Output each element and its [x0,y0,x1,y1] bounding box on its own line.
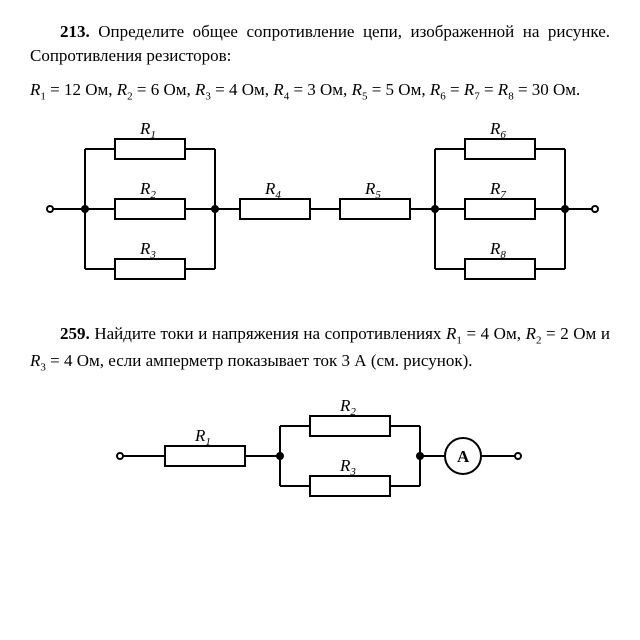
svg-text:R4: R4 [264,179,281,201]
svg-text:R2: R2 [139,179,156,201]
problem-number-213: 213. [60,22,90,41]
svg-text:R5: R5 [364,179,381,201]
svg-text:A: A [457,447,470,466]
svg-text:R1: R1 [139,119,156,141]
svg-text:R8: R8 [489,239,506,261]
problem-213-body: Определите общее сопротивление цепи, изо… [30,22,610,65]
svg-text:R3: R3 [139,239,156,261]
circuit-diagram-213: R1 R2 R3 R4 R5 R6 R7 R8 [40,114,600,304]
svg-text:R3: R3 [339,456,356,478]
problem-number-259: 259. [60,324,90,343]
svg-text:R1: R1 [194,426,211,448]
svg-text:R7: R7 [489,179,506,201]
circuit-diagram-259: R1 R2 R3 A [110,386,530,516]
problem-213-values: R1 = 12 Ом, R2 = 6 Ом, R3 = 4 Ом, R4 = 3… [30,78,610,105]
problem-213-text: 213. Определите общее сопротивление цепи… [30,20,610,68]
svg-text:R2: R2 [339,396,356,418]
svg-text:R6: R6 [489,119,506,141]
problem-259-text: 259. Найдите токи и напряжения на сопрот… [30,322,610,376]
